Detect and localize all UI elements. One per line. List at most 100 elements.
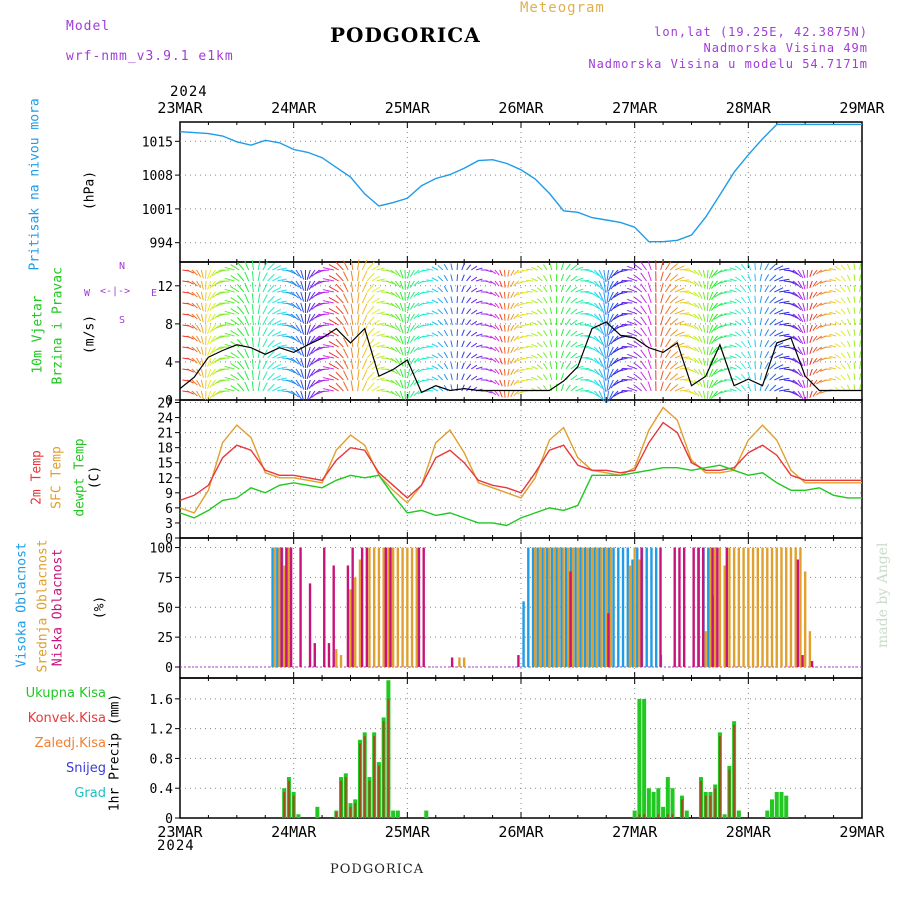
wind-barb [503,379,506,387]
cloud-bar-low [323,547,326,667]
wind-barb [674,320,685,326]
wind-barb [431,343,439,348]
wind-barb [740,318,747,326]
wind-barb [366,338,375,348]
wind-barb [543,374,548,381]
wind-barb [797,379,804,389]
wind-barb [829,300,837,304]
wind-barb [608,302,614,314]
wind-barb [191,269,198,276]
wind-barb [409,357,415,365]
wind-barb [710,379,718,388]
wind-barb [276,333,287,337]
wind-barb [409,390,415,398]
precip-bar-convective [666,814,669,818]
wind-barb [740,373,747,381]
wind-barb [526,323,533,326]
precip-bar-convective [373,736,376,818]
wind-barb [426,367,434,370]
cloud-bar-high [593,547,596,667]
wind-barb [679,334,690,337]
wind-barb [660,293,664,304]
wind-barb [575,277,584,282]
wind-barb [779,377,790,381]
y-tick-label-cloud: 100 [150,542,173,557]
y-tick-label-temp: 18 [157,442,173,457]
wind-barb [526,356,533,359]
wind-barb [859,351,862,359]
wind-barb [674,276,685,282]
wind-barb [276,322,287,326]
wind-barb [627,276,638,282]
wind-barb [251,381,254,392]
wind-barb [494,368,500,375]
wind-barb [543,341,548,348]
wind-barb [853,362,856,370]
wind-barb [399,324,404,334]
cloud-bar-mid [732,547,736,667]
wind-barb [361,270,368,282]
wind-barb [792,302,802,311]
wind-barb [286,357,296,363]
wind-barb [809,324,813,333]
wind-barb [669,340,679,348]
wind-barb [565,329,571,337]
wind-barb [764,340,770,348]
cloud-bar-mid [756,547,760,667]
wind-barb [385,269,394,274]
wind-barb [560,284,565,293]
cloud-bar-high [645,547,648,667]
wind-barb [466,374,472,381]
cloud-bar-mid [605,547,608,667]
wind-barb [290,302,300,310]
wind-barb [251,370,254,381]
wind-barb [191,313,198,320]
wind-barb [286,346,296,352]
wind-barb [688,335,697,340]
wind-barb [840,297,846,304]
precip-bar-total [736,810,741,818]
wind-barb [570,275,578,282]
wind-barb [407,368,411,378]
wind-barb [713,269,723,276]
wind-barb [834,343,841,348]
wind-barb [729,377,737,381]
cloud-bar-high [579,547,582,667]
precip-bar-convective [714,788,717,818]
wind-barb [322,344,335,348]
wind-barb [186,335,194,340]
wind-barb [385,291,394,296]
wind-barb [734,309,742,315]
wind-barb [543,286,548,293]
wind-barb [594,302,603,312]
wind-barb [774,320,784,326]
wind-barb [549,384,553,392]
wind-barb [788,269,799,275]
wind-barb [594,291,603,301]
wind-barb [598,280,605,292]
wind-barb [461,274,465,282]
wind-barb [598,346,605,358]
wind-barb [318,280,330,283]
precip-bar-convective [681,799,684,818]
wind-barb [647,293,652,304]
wind-barb [812,324,818,331]
wind-barb [764,373,770,381]
wind-barb [543,363,548,370]
cloud-bar-mid [595,547,598,667]
wind-barb [196,368,202,377]
wind-barb [489,379,497,385]
wind-barb [633,274,643,282]
wind-barb [318,302,330,305]
wind-barb [494,390,500,397]
wind-barb [503,324,506,332]
wind-barb [413,335,420,341]
wind-barb [610,302,619,312]
wind-barb [413,280,420,286]
wind-barb [196,335,202,344]
cloud-bar-mid [458,657,461,667]
wind-barb [276,344,287,348]
wind-barb [788,335,799,341]
wind-barb [764,274,770,282]
